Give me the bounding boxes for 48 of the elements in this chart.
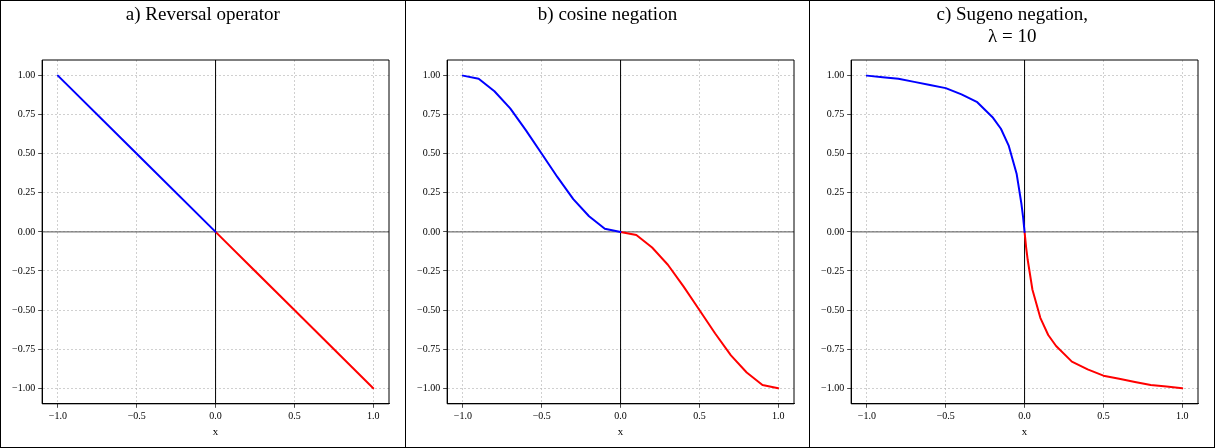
y-tick-label: −0.50 xyxy=(11,303,35,315)
y-tick-label: 0.75 xyxy=(826,108,845,120)
y-tick-label: 1.00 xyxy=(826,69,845,81)
x-tick-label: 0.5 xyxy=(692,410,706,422)
y-tick-label: 0.25 xyxy=(826,186,845,198)
y-tick-label: 0.75 xyxy=(17,108,35,120)
chart-title: b) cosine negation xyxy=(537,2,678,26)
x-axis-title: x xyxy=(617,425,624,438)
y-tick-label: 0.75 xyxy=(422,108,440,120)
chart-title: c) Sugeno negation, λ = 10 xyxy=(936,2,1088,48)
y-tick-label: 0.25 xyxy=(17,186,35,198)
y-tick-label: −0.25 xyxy=(416,264,440,276)
y-tick-label: 0.50 xyxy=(17,147,35,159)
x-tick-label: 1.0 xyxy=(1176,410,1189,422)
x-tick-label: 0.0 xyxy=(613,410,627,422)
x-tick-label: −1.0 xyxy=(453,410,472,422)
x-tick-label: 1.0 xyxy=(366,410,380,422)
x-tick-label: −0.5 xyxy=(127,410,146,422)
y-tick-label: −0.25 xyxy=(11,264,35,276)
y-tick-label: 0.50 xyxy=(422,147,440,159)
x-tick-label: 1.0 xyxy=(771,410,784,422)
x-axis-title: x xyxy=(1021,425,1028,438)
y-tick-label: 0.00 xyxy=(17,225,35,237)
x-tick-label: −1.0 xyxy=(858,410,877,422)
y-tick-label: −1.00 xyxy=(416,381,440,393)
y-tick-label: 0.50 xyxy=(826,147,845,159)
y-tick-label: 0.25 xyxy=(422,186,440,198)
y-tick-label: −1.00 xyxy=(821,381,845,393)
y-tick-label: −0.25 xyxy=(821,264,845,276)
x-tick-label: −1.0 xyxy=(48,410,67,422)
y-tick-label: −0.75 xyxy=(11,342,35,354)
y-tick-label: 1.00 xyxy=(17,69,35,81)
x-tick-label: −0.5 xyxy=(532,410,551,422)
y-tick-label: −0.50 xyxy=(416,303,440,315)
x-tick-label: 0.5 xyxy=(1097,410,1110,422)
x-tick-label: −0.5 xyxy=(936,410,955,422)
y-tick-label: 1.00 xyxy=(422,69,440,81)
x-tick-label: 0.0 xyxy=(209,410,222,422)
y-tick-label: −1.00 xyxy=(11,381,35,393)
x-tick-label: 0.5 xyxy=(287,410,301,422)
chart-title: a) Reversal operator xyxy=(125,2,280,26)
x-tick-label: 0.0 xyxy=(1018,410,1031,422)
x-axis-title: x xyxy=(212,425,219,438)
y-tick-label: 0.00 xyxy=(826,225,845,237)
y-tick-label: 0.00 xyxy=(422,225,440,237)
y-tick-label: −0.50 xyxy=(821,303,845,315)
y-tick-label: −0.75 xyxy=(821,342,845,354)
y-tick-label: −0.75 xyxy=(416,342,440,354)
